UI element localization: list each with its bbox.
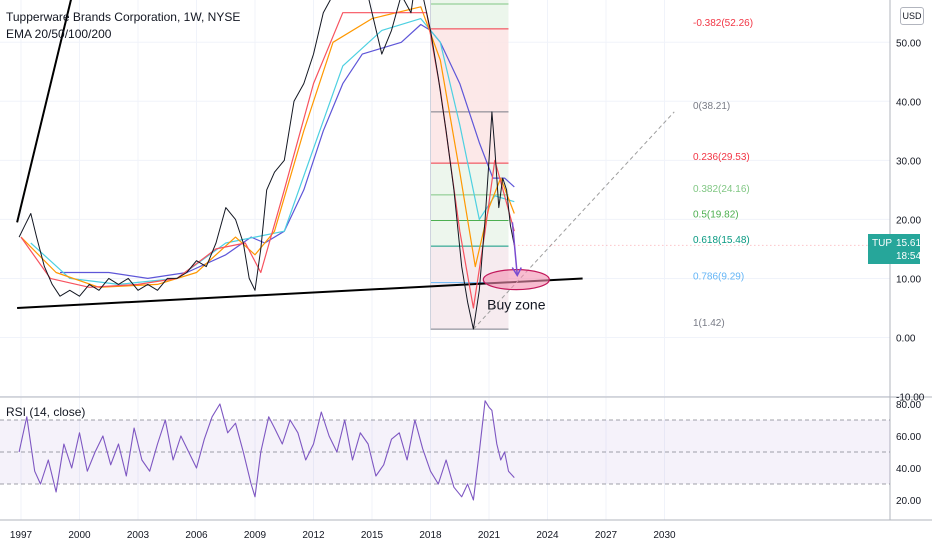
chart-title: Tupperware Brands Corporation, 1W, NYSE: [6, 10, 241, 24]
fib-level-label: 0.236(29.53): [693, 152, 750, 163]
price-axis-tick: 30.00: [896, 156, 921, 167]
ema20-line: [20, 12, 515, 309]
ema100-line: [30, 18, 515, 285]
price-line: [18, 0, 515, 330]
time-axis-tick: 2006: [185, 530, 208, 541]
arrow-head: [511, 267, 522, 278]
price-axis-tick: 10.00: [896, 274, 921, 285]
fib-level-label: 1(1.42): [693, 318, 725, 329]
fib-level-label: 0.382(24.16): [693, 184, 750, 195]
time-axis-tick: 1997: [10, 530, 33, 541]
fib-zone: [430, 282, 509, 330]
time-axis-tick: 2030: [653, 530, 676, 541]
last-price-value: 15.61: [896, 238, 922, 249]
diagonal-dashed-trendline: [473, 111, 675, 330]
time-axis-tick: 2000: [68, 530, 91, 541]
rsi-pane: [0, 400, 890, 501]
time-axis-tick: 2012: [302, 530, 325, 541]
time-axis-tick: 2027: [595, 530, 618, 541]
time-axis-tick: 2003: [127, 530, 150, 541]
fib-level-label: 0.786(9.29): [693, 272, 744, 283]
fib-zone: [430, 111, 509, 164]
time-axis-tick: 2015: [361, 530, 384, 541]
rsi-line: [18, 400, 515, 501]
price-axis-tick: 0.00: [896, 334, 916, 345]
bar-countdown: 18:54:59: [896, 251, 932, 262]
time-axis-tick: 2021: [478, 530, 501, 541]
time-axis-tick: 2024: [536, 530, 559, 541]
fib-zone: [430, 163, 509, 195]
fib-zone: [430, 0, 509, 29]
rsi-axis-tick: 20.00: [896, 496, 921, 507]
rsi-axis-tick: 60.00: [896, 432, 921, 443]
ema-indicator-label: EMA 20/50/100/200: [6, 27, 112, 41]
last-price-symbol: TUP: [872, 238, 892, 249]
fib-zone: [430, 28, 509, 112]
rsi-axis-tick: 40.00: [896, 464, 921, 475]
fib-zone: [430, 194, 509, 221]
fibonacci-retracement: [430, 0, 509, 330]
fib-level-label: 0.618(15.48): [693, 235, 750, 246]
price-axis-tick: 40.00: [896, 97, 921, 108]
arrow-shaft: [511, 222, 519, 276]
time-axis-tick: 2009: [244, 530, 267, 541]
buy-zone-label: Buy zone: [487, 297, 546, 313]
fib-level-label: 0(38.21): [693, 101, 730, 112]
trendline: [16, 0, 72, 223]
fib-level-label: 0.5(19.82): [693, 209, 739, 220]
currency-badge[interactable]: USD: [900, 7, 924, 25]
price-axis-tick: -10.00: [896, 393, 925, 404]
fib-level-label: -0.382(52.26): [693, 18, 753, 29]
last-price-tag: TUP 15.61 18:54:59: [868, 234, 932, 264]
price-axis-tick: 50.00: [896, 38, 921, 49]
price-axis-tick: 20.00: [896, 215, 921, 226]
rsi-indicator-label: RSI (14, close): [6, 405, 86, 419]
time-axis-tick: 2018: [419, 530, 442, 541]
rsi-axis-tick: 80.00: [896, 400, 921, 411]
